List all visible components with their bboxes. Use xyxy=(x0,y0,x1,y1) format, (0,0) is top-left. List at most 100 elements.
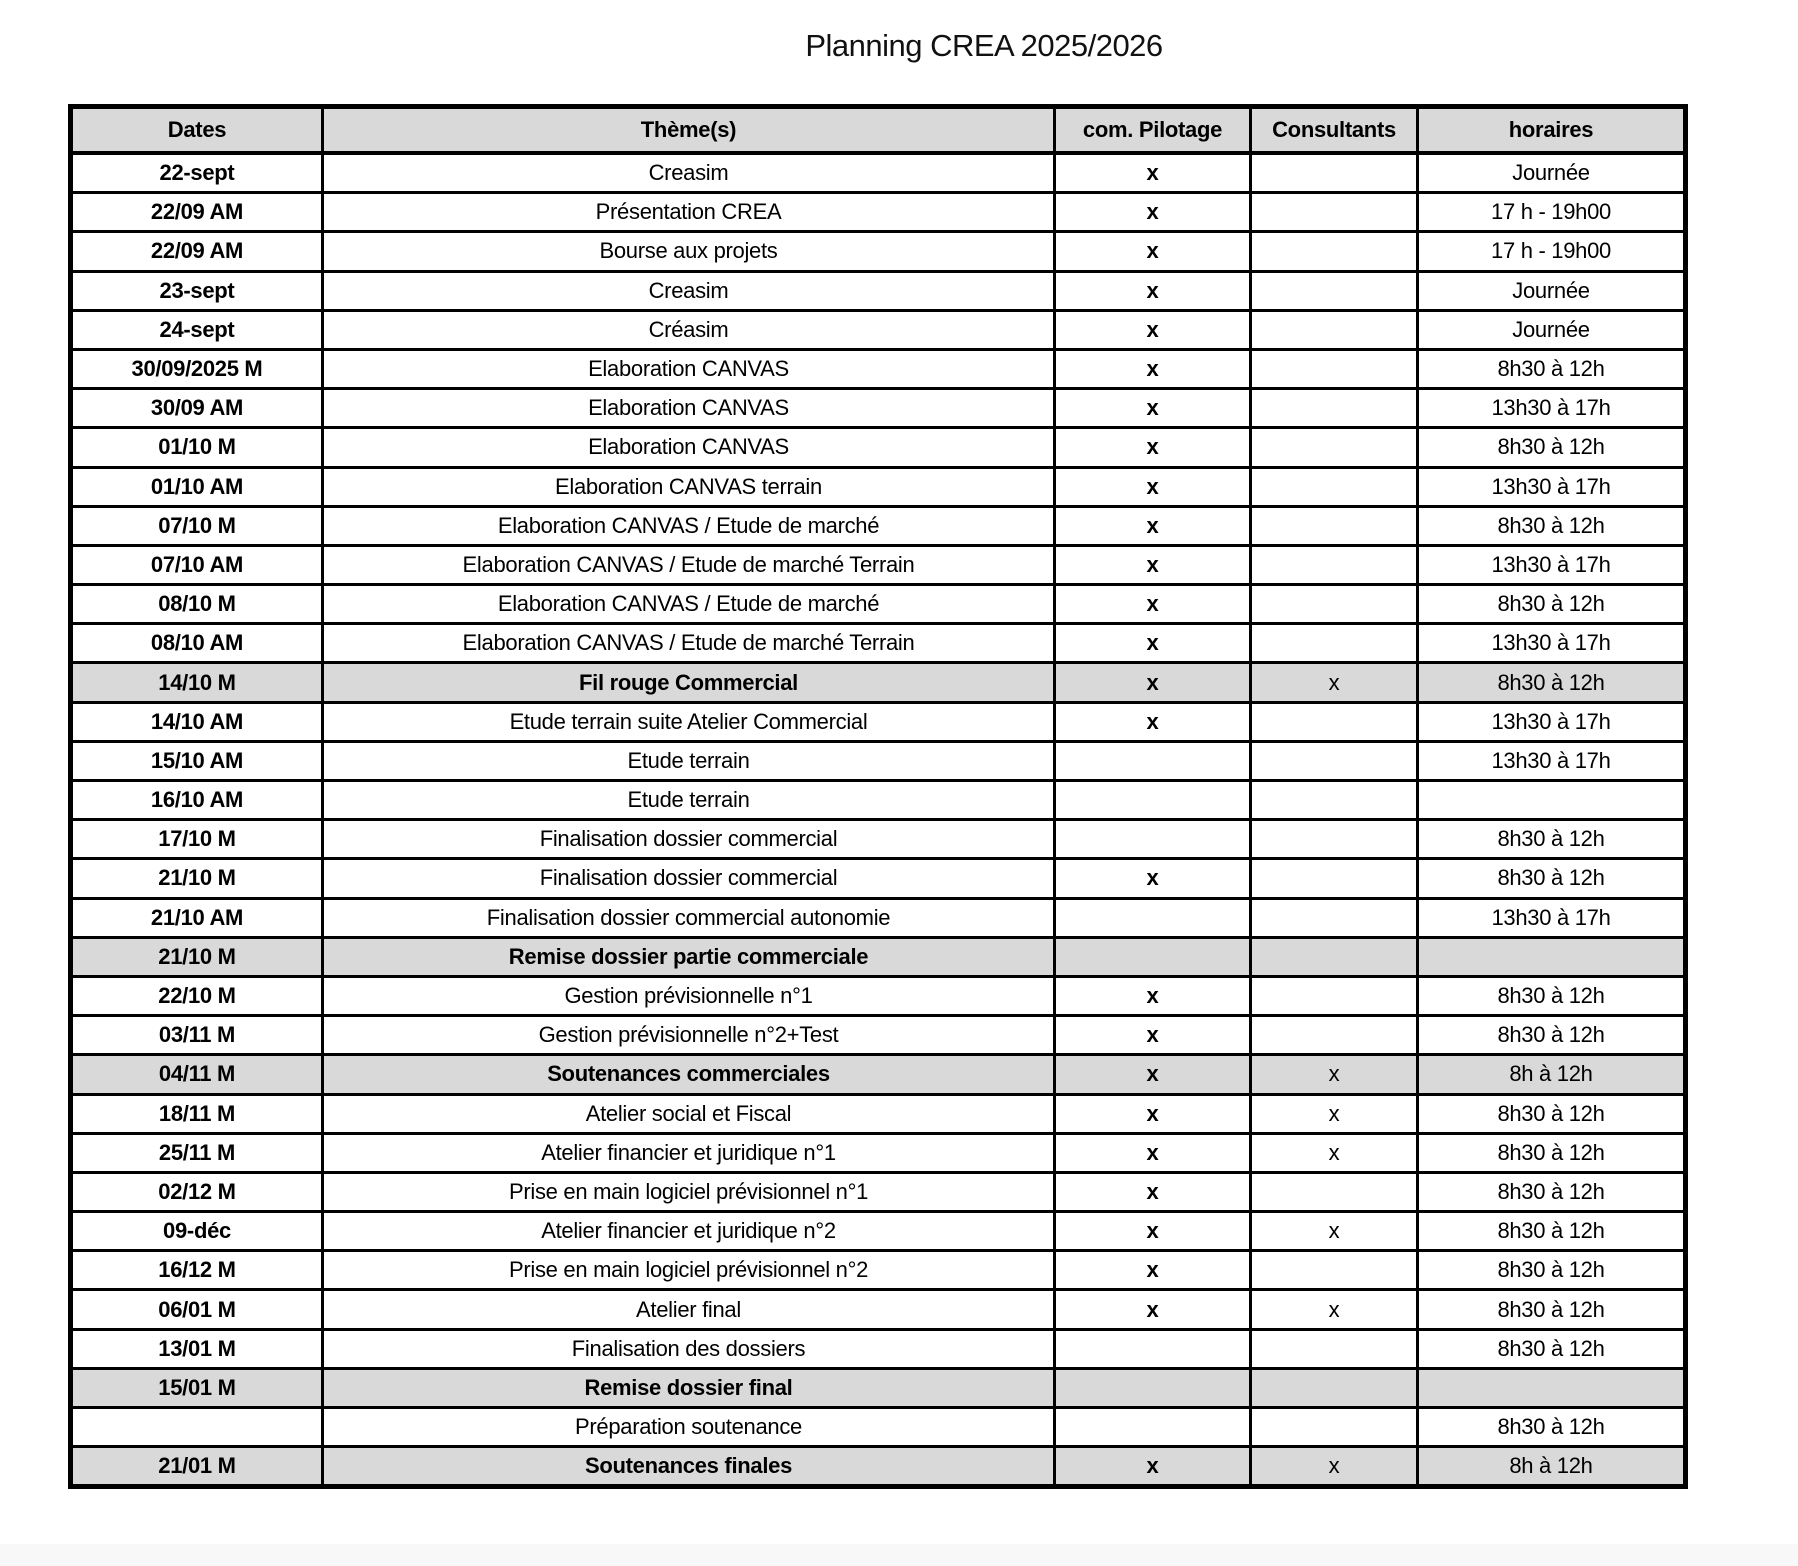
pilotage-cell: x xyxy=(1053,857,1252,900)
consultants-cell xyxy=(1249,1170,1419,1214)
date-cell: 01/10 M xyxy=(69,426,324,469)
theme-cell: Atelier final xyxy=(321,1288,1056,1331)
pilotage-cell: x xyxy=(1053,1053,1252,1096)
theme-cell: Elaboration CANVAS / Etude de marché xyxy=(321,583,1056,626)
theme-cell: Elaboration CANVAS / Etude de marché Ter… xyxy=(321,622,1056,665)
date-cell: 25/11 M xyxy=(69,1131,324,1174)
consultants-cell xyxy=(1249,465,1419,508)
date-cell: 24-sept xyxy=(69,308,324,351)
date-cell: 21/10 M xyxy=(69,935,324,978)
horaires-cell: 8h30 à 12h xyxy=(1416,347,1687,391)
horaires-cell: 8h30 à 12h xyxy=(1416,1405,1687,1449)
theme-cell: Fil rouge Commercial xyxy=(321,661,1056,704)
pilotage-cell xyxy=(1053,1405,1252,1449)
consultants-cell xyxy=(1249,583,1419,626)
pilotage-cell: x xyxy=(1053,1092,1252,1135)
horaires-cell: 8h30 à 12h xyxy=(1416,426,1687,469)
planning-table-body: 22-sept Creasim x Journée 22/09 AM Présentati… xyxy=(69,151,1687,1489)
theme-cell: Elaboration CANVAS / Etude de marché xyxy=(321,504,1056,547)
horaires-cell: 8h30 à 12h xyxy=(1416,1092,1687,1135)
consultants-cell xyxy=(1249,974,1419,1018)
consultants-cell xyxy=(1249,935,1419,978)
pilotage-cell: x xyxy=(1053,1249,1252,1292)
date-cell: 15/01 M xyxy=(69,1366,324,1410)
table-row: 09-déc Atelier financier et juridique n°2… xyxy=(69,1210,1687,1253)
consultants-cell xyxy=(1249,1366,1419,1410)
date-cell: 15/10 AM xyxy=(69,739,324,783)
date-cell: 08/10 AM xyxy=(69,622,324,665)
theme-cell: Etude terrain suite Atelier Commercial xyxy=(321,700,1056,743)
table-row: 21/10 M Finalisation dossier commercial x 8… xyxy=(69,857,1687,900)
theme-cell: Créasim xyxy=(321,308,1056,351)
horaires-cell: 8h30 à 12h xyxy=(1416,857,1687,900)
table-row: 06/01 M Atelier final x x 8h30 à 12h xyxy=(69,1288,1687,1331)
pilotage-cell: x xyxy=(1053,1131,1252,1174)
theme-cell: Creasim xyxy=(321,269,1056,312)
table-row: 13/01 M Finalisation des dossiers 8h30 à 1… xyxy=(69,1327,1687,1370)
consultants-cell xyxy=(1249,857,1419,900)
table-row: 22/09 AM Présentation CREA x 17 h - 19h00 xyxy=(69,191,1687,234)
date-cell: 14/10 AM xyxy=(69,700,324,743)
date-cell: 09-déc xyxy=(69,1210,324,1253)
horaires-cell xyxy=(1416,935,1687,978)
table-row: 07/10 M Elaboration CANVAS / Etude de mar… xyxy=(69,504,1687,547)
horaires-cell: 17 h - 19h00 xyxy=(1416,191,1687,234)
consultants-cell xyxy=(1249,269,1419,312)
date-cell: 22/09 AM xyxy=(69,191,324,234)
horaires-cell: 8h à 12h xyxy=(1416,1445,1687,1489)
consultants-cell xyxy=(1249,151,1419,195)
horaires-cell: Journée xyxy=(1416,151,1687,195)
consultants-cell xyxy=(1249,308,1419,351)
date-cell: 22/09 AM xyxy=(69,230,324,273)
consultants-cell xyxy=(1249,543,1419,587)
consultants-cell: x xyxy=(1249,1131,1419,1174)
consultants-cell xyxy=(1249,622,1419,665)
date-cell: 04/11 M xyxy=(69,1053,324,1096)
date-cell xyxy=(69,1405,324,1449)
pilotage-cell xyxy=(1053,896,1252,939)
theme-cell: Préparation soutenance xyxy=(321,1405,1056,1449)
pilotage-cell: x xyxy=(1053,504,1252,547)
pilotage-cell: x xyxy=(1053,700,1252,743)
pilotage-cell: x xyxy=(1053,1445,1252,1489)
table-row: 01/10 AM Elaboration CANVAS terrain x 13h30… xyxy=(69,465,1687,508)
date-cell: 06/01 M xyxy=(69,1288,324,1331)
table-row: 15/10 AM Etude terrain 13h30 à 17h xyxy=(69,739,1687,783)
date-cell: 16/12 M xyxy=(69,1249,324,1292)
table-row: 08/10 M Elaboration CANVAS / Etude de mar… xyxy=(69,583,1687,626)
date-cell: 30/09/2025 M xyxy=(69,347,324,391)
horaires-cell: 13h30 à 17h xyxy=(1416,622,1687,665)
table-row: 22-sept Creasim x Journée xyxy=(69,151,1687,195)
table-row: 21/01 M Soutenances finales x x 8h à 12h xyxy=(69,1445,1687,1489)
theme-cell: Creasim xyxy=(321,151,1056,195)
table-row: 23-sept Creasim x Journée xyxy=(69,269,1687,312)
theme-cell: Bourse aux projets xyxy=(321,230,1056,273)
table-row: 08/10 AM Elaboration CANVAS / Etude de ma… xyxy=(69,622,1687,665)
pilotage-cell: x xyxy=(1053,269,1252,312)
horaires-cell: 8h30 à 12h xyxy=(1416,1249,1687,1292)
consultants-cell xyxy=(1249,426,1419,469)
date-cell: 07/10 M xyxy=(69,504,324,547)
horaires-cell: 8h30 à 12h xyxy=(1416,1210,1687,1253)
horaires-cell: 13h30 à 17h xyxy=(1416,543,1687,587)
date-cell: 22-sept xyxy=(69,151,324,195)
table-header-row: Dates Thème(s) com. Pilotage Consultants… xyxy=(69,105,1687,155)
consultants-cell xyxy=(1249,818,1419,861)
theme-cell: Atelier financier et juridique n°1 xyxy=(321,1131,1056,1174)
date-cell: 03/11 M xyxy=(69,1014,324,1057)
horaires-cell xyxy=(1416,778,1687,822)
consultants-cell xyxy=(1249,700,1419,743)
pilotage-cell: x xyxy=(1053,543,1252,587)
planning-table: Dates Thème(s) com. Pilotage Consultants… xyxy=(68,104,1688,1490)
header-consultants: Consultants xyxy=(1249,105,1419,155)
table-row: 17/10 M Finalisation dossier commercial 8h… xyxy=(69,818,1687,861)
date-cell: 30/09 AM xyxy=(69,387,324,430)
date-cell: 14/10 M xyxy=(69,661,324,704)
pilotage-cell: x xyxy=(1053,230,1252,273)
date-cell: 07/10 AM xyxy=(69,543,324,587)
theme-cell: Elaboration CANVAS / Etude de marché Ter… xyxy=(321,543,1056,587)
consultants-cell: x xyxy=(1249,1053,1419,1096)
horaires-cell: 13h30 à 17h xyxy=(1416,896,1687,939)
horaires-cell: 8h30 à 12h xyxy=(1416,974,1687,1018)
horaires-cell: 8h30 à 12h xyxy=(1416,1327,1687,1370)
